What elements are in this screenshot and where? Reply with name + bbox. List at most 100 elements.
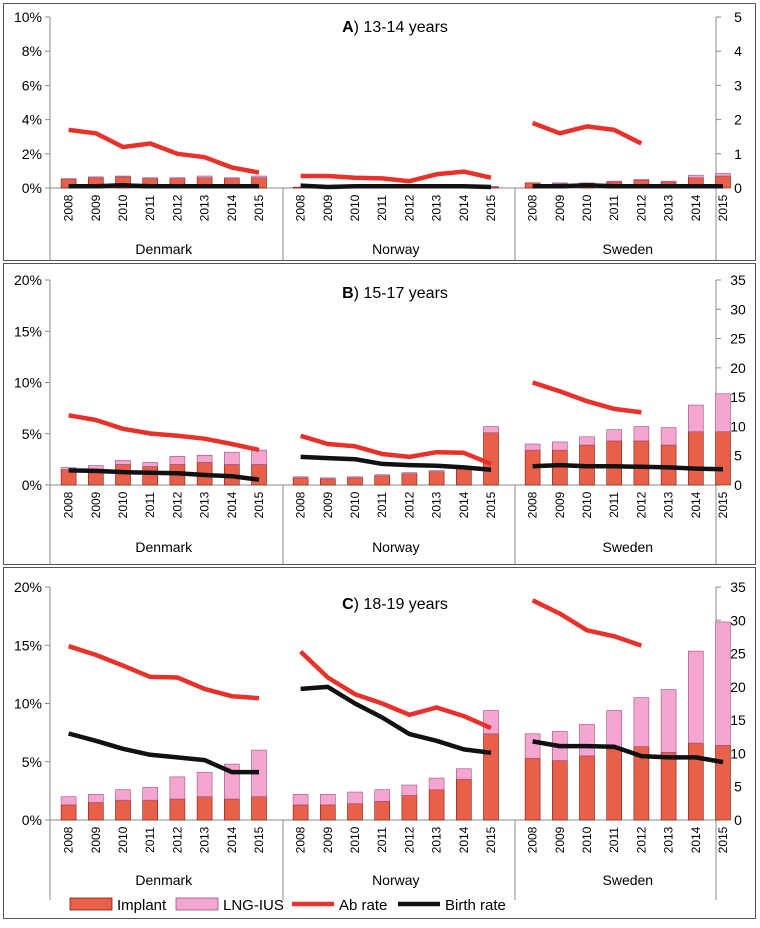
bar-lng-ius: [347, 476, 363, 479]
bar-lng-ius: [292, 794, 309, 806]
bar-implant: [687, 431, 704, 486]
left-tick-label: 8%: [22, 43, 42, 59]
panel-frame: [3, 3, 756, 261]
panel-a: 0% 2% 4% 6% 8% 10% 0 1 2 3 4 5 A) 13-14 years 2008 200…: [3, 3, 756, 261]
x-tick-label: 2014: [225, 491, 239, 518]
x-tick-label: 2008: [62, 826, 76, 853]
x-tick-label: 2012: [170, 491, 184, 518]
right-tick-label: 5: [734, 779, 742, 795]
birth-rate-line: [532, 183, 723, 189]
x-tick-label: 2008: [62, 194, 76, 221]
x-tick-label: 2015: [252, 491, 266, 518]
right-tick-label: 20: [730, 679, 746, 695]
birth-rate-line: [532, 462, 724, 472]
bar-lng-ius: [524, 733, 541, 759]
legend-swatch-implant: [69, 897, 113, 911]
bar-lng-ius: [687, 650, 704, 744]
country-label: Sweden: [603, 872, 654, 888]
bar-implant: [319, 478, 336, 486]
x-tick-label: 2008: [294, 491, 308, 518]
bar-implant: [483, 432, 499, 486]
x-tick-label: 2011: [375, 195, 389, 221]
left-tick-label: 20%: [14, 272, 42, 288]
chart-title-age: ) 15-17 years: [354, 285, 448, 302]
x-tick-label: 2010: [580, 194, 594, 221]
x-tick-label: 2009: [89, 826, 103, 853]
bar-lng-ius: [319, 794, 336, 806]
bar-implant: [292, 477, 309, 486]
bar-implant: [374, 801, 391, 821]
ab-rate-line: [531, 120, 643, 146]
bar-implant: [483, 733, 499, 821]
x-tick-label: 2015: [484, 826, 498, 853]
bar-implant: [660, 444, 677, 486]
bar-lng-ius: [633, 179, 650, 181]
bar-implant: [292, 804, 309, 821]
x-tick-label: 2012: [402, 194, 416, 221]
bar-lng-ius: [524, 443, 541, 451]
bar-implant: [347, 477, 363, 486]
right-tick-label: 15: [730, 389, 746, 405]
left-tick-label: 10%: [14, 375, 42, 391]
bar-lng-ius: [224, 451, 240, 465]
right-tick-label: 15: [730, 712, 746, 728]
left-tick-label: 0%: [22, 812, 42, 828]
bar-lng-ius: [142, 462, 158, 467]
x-tick-label: 2014: [689, 826, 703, 853]
legend-label: Ab rate: [339, 897, 387, 914]
right-tick-label: 0: [734, 812, 742, 828]
bar-lng-ius: [88, 176, 104, 179]
x-tick-label: 2014: [457, 491, 471, 518]
bar-lng-ius: [401, 784, 418, 796]
bar-implant: [606, 748, 623, 821]
left-tick-label: 15%: [14, 637, 42, 653]
x-tick-label: 2014: [689, 194, 703, 221]
x-tick-label: 2009: [89, 491, 103, 518]
x-tick-label: 2014: [457, 194, 471, 221]
x-tick-label: 2012: [634, 491, 648, 518]
bar-implant: [347, 803, 363, 821]
left-tick-label: 2%: [22, 146, 42, 162]
x-tick-label: 2010: [116, 194, 130, 221]
ab-rate-line: [67, 644, 260, 701]
bar-lng-ius: [115, 460, 131, 465]
x-tick-label: 2012: [402, 491, 416, 518]
bar-implant: [606, 440, 623, 486]
birth-rate-line: [68, 468, 260, 482]
x-tick-label: 2011: [607, 827, 621, 853]
x-tick-label: 2010: [580, 826, 594, 853]
bar-lng-ius: [169, 455, 186, 465]
bar-lng-ius: [142, 177, 158, 179]
bar-implant: [251, 464, 267, 486]
bar-implant: [579, 755, 595, 821]
x-tick-label: 2010: [348, 826, 362, 853]
panel-b: 0% 5% 10% 15% 20% 0 5 10 15 20 25 30 35 B) 15-17 year…: [3, 263, 756, 565]
x-tick-label: 2014: [457, 826, 471, 853]
bar-lng-ius: [606, 710, 623, 750]
right-tick-label: 25: [730, 331, 746, 347]
x-tick-label: 2011: [607, 492, 621, 518]
bar-implant: [115, 799, 131, 821]
bar-lng-ius: [687, 174, 704, 179]
bar-lng-ius: [196, 175, 213, 179]
bar-lng-ius: [483, 426, 499, 434]
bar-implant: [142, 466, 158, 486]
ab-rate-line: [299, 433, 492, 466]
bar-implant: [401, 795, 418, 821]
bar-lng-ius: [455, 768, 472, 780]
bar-lng-ius: [579, 436, 595, 446]
legend-swatch-lng-ius: [175, 897, 219, 911]
bar-lng-ius: [88, 794, 104, 803]
country-label: Sweden: [603, 241, 654, 257]
right-tick-label: 25: [730, 646, 746, 662]
x-tick-label: 2009: [553, 491, 567, 518]
x-tick-label: 2008: [526, 194, 540, 221]
x-tick-label: 2013: [198, 826, 212, 853]
country-label: Denmark: [135, 241, 193, 257]
ab-rate-line: [68, 413, 260, 453]
right-tick-label: 0: [734, 477, 742, 493]
country-label: Norway: [372, 241, 419, 257]
birth-rate-line: [68, 731, 259, 775]
x-tick-label: 2011: [143, 195, 157, 221]
x-tick-label: 2008: [62, 491, 76, 518]
